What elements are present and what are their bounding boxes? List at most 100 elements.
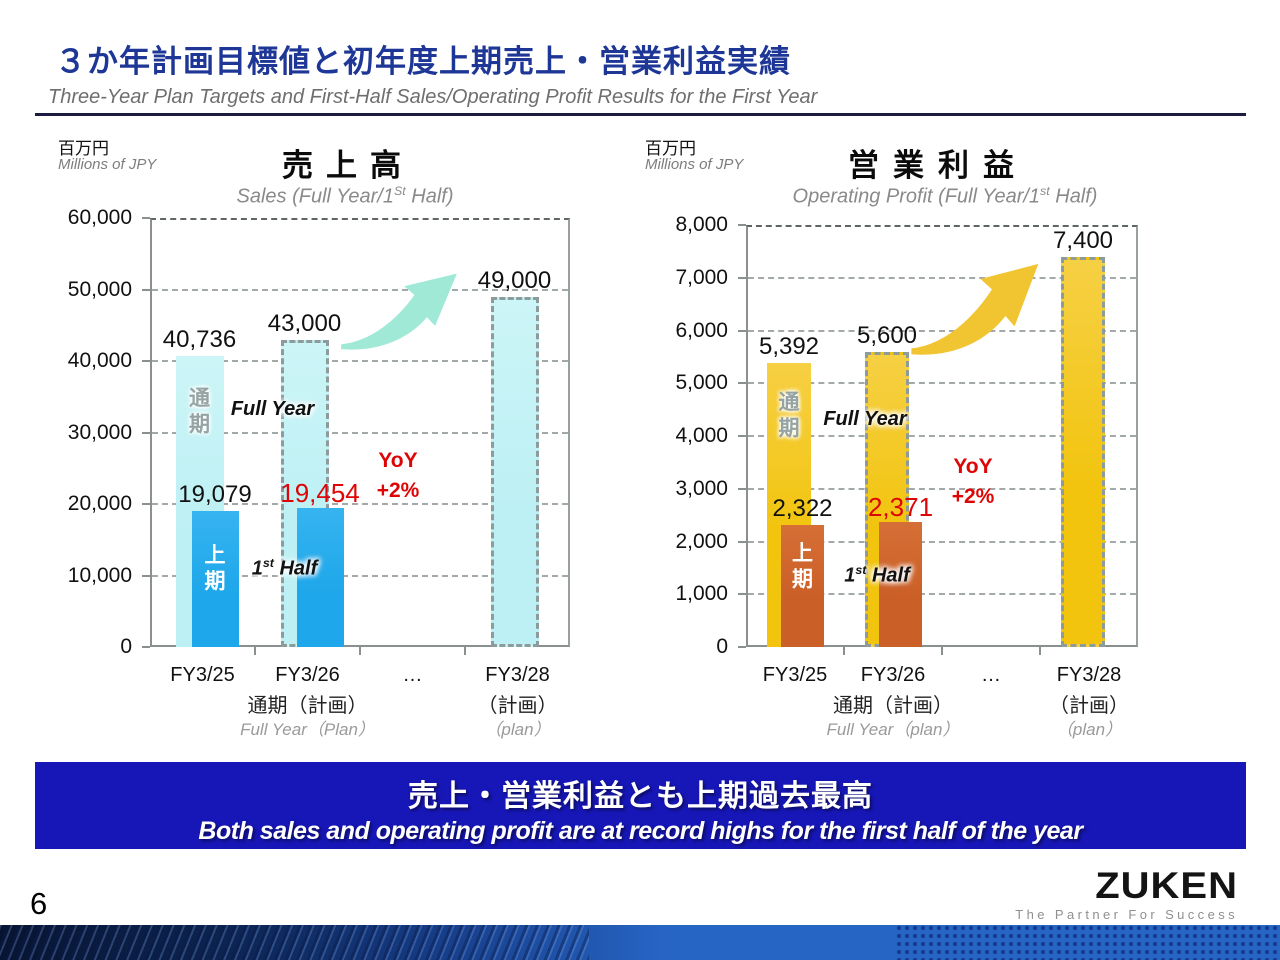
operating-profit-y-axis-label: 1,000 <box>675 582 728 606</box>
operating-profit-x-axis-label-2: … <box>981 664 1001 686</box>
sales-y-tick <box>142 288 150 291</box>
operating-profit-unit-jp: 百万円 <box>645 139 696 158</box>
operating-profit-y-axis-label: 2,000 <box>675 529 728 553</box>
sales-x-tick <box>254 647 256 655</box>
operating-profit-x-sublabel-en-1: Full Year（plan） <box>826 720 960 739</box>
sales-gridline <box>152 288 568 291</box>
operating-profit-bar-first-half-FY3/25 <box>781 524 824 647</box>
operating-profit-x-tick <box>941 647 943 655</box>
sales-bar-full-year-FY3/28 <box>490 296 539 647</box>
operating-profit-y-tick <box>738 540 746 543</box>
sales-x-sublabel-en-1: Full Year（Plan） <box>240 720 375 739</box>
operating-profit-y-axis-label: 5,000 <box>675 371 728 395</box>
operating-profit-value-first-half-FY3/25: 2,322 <box>772 494 833 522</box>
page-title: ３か年計画目標値と初年度上期売上・営業利益実績 <box>55 44 791 79</box>
operating-profit-y-tick <box>738 382 746 385</box>
sales-gridline <box>152 360 568 362</box>
operating-profit-y-tick <box>738 224 746 226</box>
sales-x-sublabel-en-3: （plan） <box>484 720 551 739</box>
operating-profit-value-first-half-FY3/26: 2,371 <box>867 491 934 522</box>
bottom-decorative-strip <box>0 925 1280 960</box>
page-number: 6 <box>30 886 48 921</box>
operating-profit-title: 営業利益 <box>848 148 1028 183</box>
operating-profit-subtitle: Operating Profit (Full Year/1st Half) <box>792 184 1098 208</box>
sales-plot-area <box>150 218 570 647</box>
banner-text-en: Both sales and operating profit are at r… <box>198 817 1083 845</box>
sales-title: 売上高 <box>282 148 414 183</box>
highlight-banner: 売上・営業利益とも上期過去最高 Both sales and operating… <box>35 762 1246 849</box>
operating-profit-series-label-first-half-en: 1st Half <box>844 563 910 587</box>
sales-x-sublabel-jp-3: （計画） <box>477 695 558 717</box>
sales-value-full-year-FY3/25: 40,736 <box>162 325 237 353</box>
sales-x-tick <box>464 647 466 655</box>
sales-yoy-annotation: YoY +2% <box>376 449 420 502</box>
sales-x-axis-label-1: FY3/26 <box>275 664 340 686</box>
sales-gridline <box>152 503 568 505</box>
operating-profit-y-tick <box>738 593 746 596</box>
operating-profit-y-tick <box>738 435 746 437</box>
sales-y-tick <box>142 503 150 505</box>
operating-profit-value-full-year-FY3/26: 5,600 <box>856 321 918 349</box>
operating-profit-y-axis-label: 3,000 <box>675 476 728 500</box>
sales-y-tick <box>142 646 150 648</box>
operating-profit-gridline <box>748 540 1136 543</box>
sales-bar-first-half-FY3/26 <box>296 507 344 647</box>
operating-profit-plot-area <box>746 225 1138 647</box>
sales-value-full-year-FY3/26: 43,000 <box>267 309 342 337</box>
operating-profit-y-tick <box>738 329 746 332</box>
sales-series-label-full-year-jp: 通期 <box>189 387 210 436</box>
operating-profit-y-axis-label: 8,000 <box>675 213 728 236</box>
operating-profit-unit-en: Millions of JPY <box>645 156 744 173</box>
sales-y-axis-label: 40,000 <box>67 349 132 372</box>
operating-profit-x-sublabel-en-3: （plan） <box>1055 720 1123 739</box>
operating-profit-y-axis-label: 4,000 <box>675 424 728 447</box>
sales-x-sublabel-jp-1: 通期（計画） <box>247 695 368 717</box>
sales-y-axis-label: 0 <box>120 635 132 658</box>
operating-profit-x-axis-label-0: FY3/25 <box>762 664 828 686</box>
sales-x-axis-label-2: … <box>402 664 423 686</box>
operating-profit-y-axis-label: 0 <box>716 635 728 658</box>
sales-y-axis-label: 30,000 <box>67 420 132 444</box>
sales-value-first-half-FY3/26: 19,454 <box>280 477 360 508</box>
sales-unit-en: Millions of JPY <box>58 156 157 173</box>
sales-y-tick <box>142 360 150 362</box>
sales-value-full-year-FY3/28: 49,000 <box>477 266 552 294</box>
sales-series-label-full-year-en: Full Year <box>230 398 315 420</box>
zuken-logo: ZUKEN The Partner For Success <box>1015 866 1238 922</box>
sales-gridline <box>152 574 568 577</box>
operating-profit-x-axis-label-3: FY3/28 <box>1056 664 1122 686</box>
operating-profit-y-axis-label: 7,000 <box>675 265 728 289</box>
operating-profit-value-full-year-FY3/25: 5,392 <box>758 332 820 360</box>
sales-gridline <box>152 431 568 434</box>
operating-profit-series-label-full-year-en: Full Year <box>823 408 907 430</box>
operating-profit-y-tick <box>738 487 746 490</box>
operating-profit-series-label-full-year-jp: 通期 <box>778 391 800 440</box>
sales-x-axis-label-3: FY3/28 <box>485 664 550 686</box>
sales-x-tick <box>359 647 361 655</box>
sales-bar-first-half-FY3/25 <box>191 510 239 647</box>
sales-series-label-first-half-en: 1st Half <box>251 556 318 580</box>
operating-profit-gridline <box>748 382 1136 385</box>
sales-x-axis-label-0: FY3/25 <box>170 664 235 686</box>
operating-profit-gridline <box>748 593 1136 596</box>
banner-text-jp: 売上・営業利益とも上期過去最高 <box>408 780 873 813</box>
operating-profit-growth-arrow-icon <box>908 250 1044 365</box>
operating-profit-value-full-year-FY3/28: 7,400 <box>1052 226 1114 254</box>
sales-y-axis-label: 50,000 <box>67 277 132 301</box>
sales-growth-arrow-icon <box>338 262 462 359</box>
operating-profit-y-axis-label: 6,000 <box>675 318 728 342</box>
operating-profit-x-tick <box>843 647 845 655</box>
sales-y-axis-label: 20,000 <box>67 492 132 515</box>
sales-y-axis-label: 10,000 <box>67 563 132 587</box>
zuken-logo-tagline: The Partner For Success <box>1015 907 1238 922</box>
operating-profit-x-sublabel-jp-1: 通期（計画） <box>833 695 953 717</box>
operating-profit-y-tick <box>738 276 746 279</box>
sales-series-label-first-half-jp: 上期 <box>204 544 226 593</box>
sales-y-tick <box>142 431 150 434</box>
page-subtitle: Three-Year Plan Targets and First-Half S… <box>48 86 818 108</box>
operating-profit-gridline <box>748 487 1136 490</box>
operating-profit-bar-first-half-FY3/26 <box>879 521 922 647</box>
sales-y-tick <box>142 574 150 577</box>
sales-y-tick <box>142 217 150 219</box>
